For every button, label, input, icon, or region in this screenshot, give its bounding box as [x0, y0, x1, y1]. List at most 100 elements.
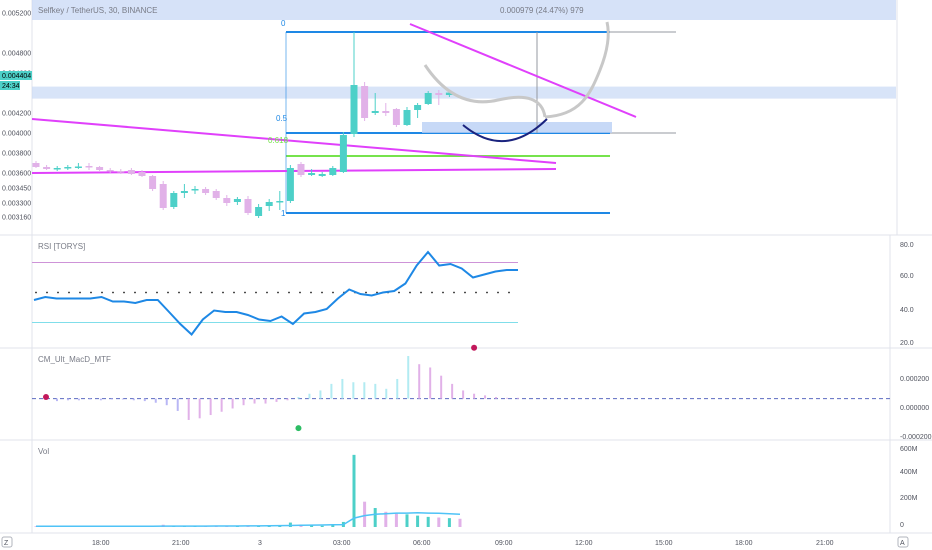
candle-body — [308, 173, 316, 175]
volume-ma-line — [36, 512, 461, 527]
vol-tick-200: 200M — [900, 495, 918, 502]
projection-curve-right — [544, 21, 610, 119]
volume-bar — [267, 525, 271, 527]
time-label: 03:00 — [333, 540, 351, 547]
volume-bar — [458, 518, 462, 527]
rsi-mid-dot — [145, 291, 147, 294]
candle-body — [382, 111, 390, 113]
rsi-mid-dot — [475, 291, 477, 294]
rsi-mid-dot — [508, 291, 510, 294]
rsi-mid-dot — [178, 291, 180, 294]
candle-body — [180, 191, 188, 193]
countdown-value: 24:34 — [2, 83, 20, 90]
vol-pane[interactable] — [34, 454, 462, 527]
volume-bar — [437, 517, 441, 527]
price-tick-label: 0.003800 — [2, 151, 31, 158]
fib-label-top: 0 — [281, 19, 286, 28]
rsi-mid-dot — [156, 291, 158, 294]
candle-body — [329, 168, 337, 175]
price-tick-label: 0.003600 — [2, 171, 31, 178]
rsi-mid-dot — [79, 291, 81, 294]
rsi-mid-dot — [222, 291, 224, 294]
auto-scale-icon-label: A — [900, 540, 905, 547]
candle-body — [392, 109, 400, 125]
price-pane[interactable] — [31, 21, 896, 218]
rsi-mid-dot — [277, 291, 279, 294]
volume-bar — [447, 518, 451, 527]
price-tick-label: 0.003160 — [2, 215, 31, 222]
time-label: 18:00 — [92, 540, 110, 547]
macd-signal-dot — [295, 425, 302, 432]
candle-body — [414, 105, 422, 110]
rsi-mid-dot — [46, 291, 48, 294]
rsi-mid-dot — [68, 291, 70, 294]
fib-label-bottom: 1 — [281, 209, 286, 218]
time-label: 15:00 — [655, 540, 673, 547]
candle-body — [138, 172, 146, 176]
price-tick-label: 0.003450 — [2, 186, 31, 193]
rsi-pane[interactable] — [32, 250, 518, 336]
symbol-title: Selfkey / TetherUS, 30, BINANCE — [38, 6, 157, 15]
rsi-mid-dot — [398, 291, 400, 294]
rsi-mid-dot — [409, 291, 411, 294]
volume-bar — [331, 524, 335, 527]
rsi-mid-dot — [134, 291, 136, 294]
candle-body — [244, 199, 252, 213]
macd-pane[interactable] — [32, 344, 890, 432]
rsi-mid-dot — [244, 291, 246, 294]
candle-body — [64, 167, 72, 169]
candle-body — [361, 86, 369, 118]
volume-bar — [352, 454, 356, 527]
time-axis[interactable]: Z 18:00 21:00 3 03:00 06:00 09:00 12:00 … — [1, 536, 909, 548]
candle-body — [318, 174, 326, 176]
rsi-mid-dot — [57, 291, 59, 294]
timezone-icon-label: Z — [4, 540, 9, 547]
rsi-mid-dot — [453, 291, 455, 294]
candle-body — [202, 189, 210, 193]
volume-bar — [426, 516, 430, 527]
rsi-mid-dot — [123, 291, 125, 294]
rsi-mid-dot — [310, 291, 312, 294]
rsi-mid-dot — [211, 291, 213, 294]
candle-body — [403, 110, 411, 125]
current-price-band — [32, 86, 896, 99]
rsi-mid-dot — [442, 291, 444, 294]
volume-bar — [320, 525, 324, 527]
fib-label-green: 0.618 — [268, 136, 289, 145]
vol-title: Vol — [38, 447, 49, 456]
candle-body — [96, 167, 104, 170]
current-price-badge — [0, 71, 32, 80]
auto-scale-icon[interactable] — [897, 536, 909, 548]
candle-body — [371, 111, 379, 113]
trendline-descending — [31, 118, 557, 164]
rsi-mid-dot — [497, 291, 499, 294]
rsi-mid-dot — [321, 291, 323, 294]
candle-body — [106, 170, 114, 172]
price-tick-label: 0.004800 — [2, 51, 31, 58]
candle-body — [85, 166, 93, 168]
vol-tick-600: 600M — [900, 446, 918, 453]
volume-bar — [373, 508, 377, 527]
candle-body — [74, 166, 82, 168]
volume-bar — [384, 511, 388, 527]
rsi-mid-dot — [299, 291, 301, 294]
candle-body — [223, 198, 231, 203]
timezone-icon[interactable] — [1, 536, 13, 548]
time-label: 18:00 — [735, 540, 753, 547]
volume-bar — [405, 514, 409, 527]
rsi-mid-dot — [486, 291, 488, 294]
time-label: 06:00 — [413, 540, 431, 547]
rsi-line — [33, 250, 518, 336]
projection-curve-left — [423, 64, 547, 118]
macd-signal-dot — [471, 344, 478, 351]
header-band — [32, 0, 896, 20]
candle-body — [32, 163, 40, 167]
vol-tick-400: 400M — [900, 469, 918, 476]
candle-body — [265, 202, 273, 206]
candle-body — [424, 93, 432, 104]
volume-bar — [416, 515, 420, 527]
volume-bar — [310, 525, 314, 527]
vol-tick-0: 0 — [900, 522, 904, 529]
candle-body — [53, 168, 61, 170]
